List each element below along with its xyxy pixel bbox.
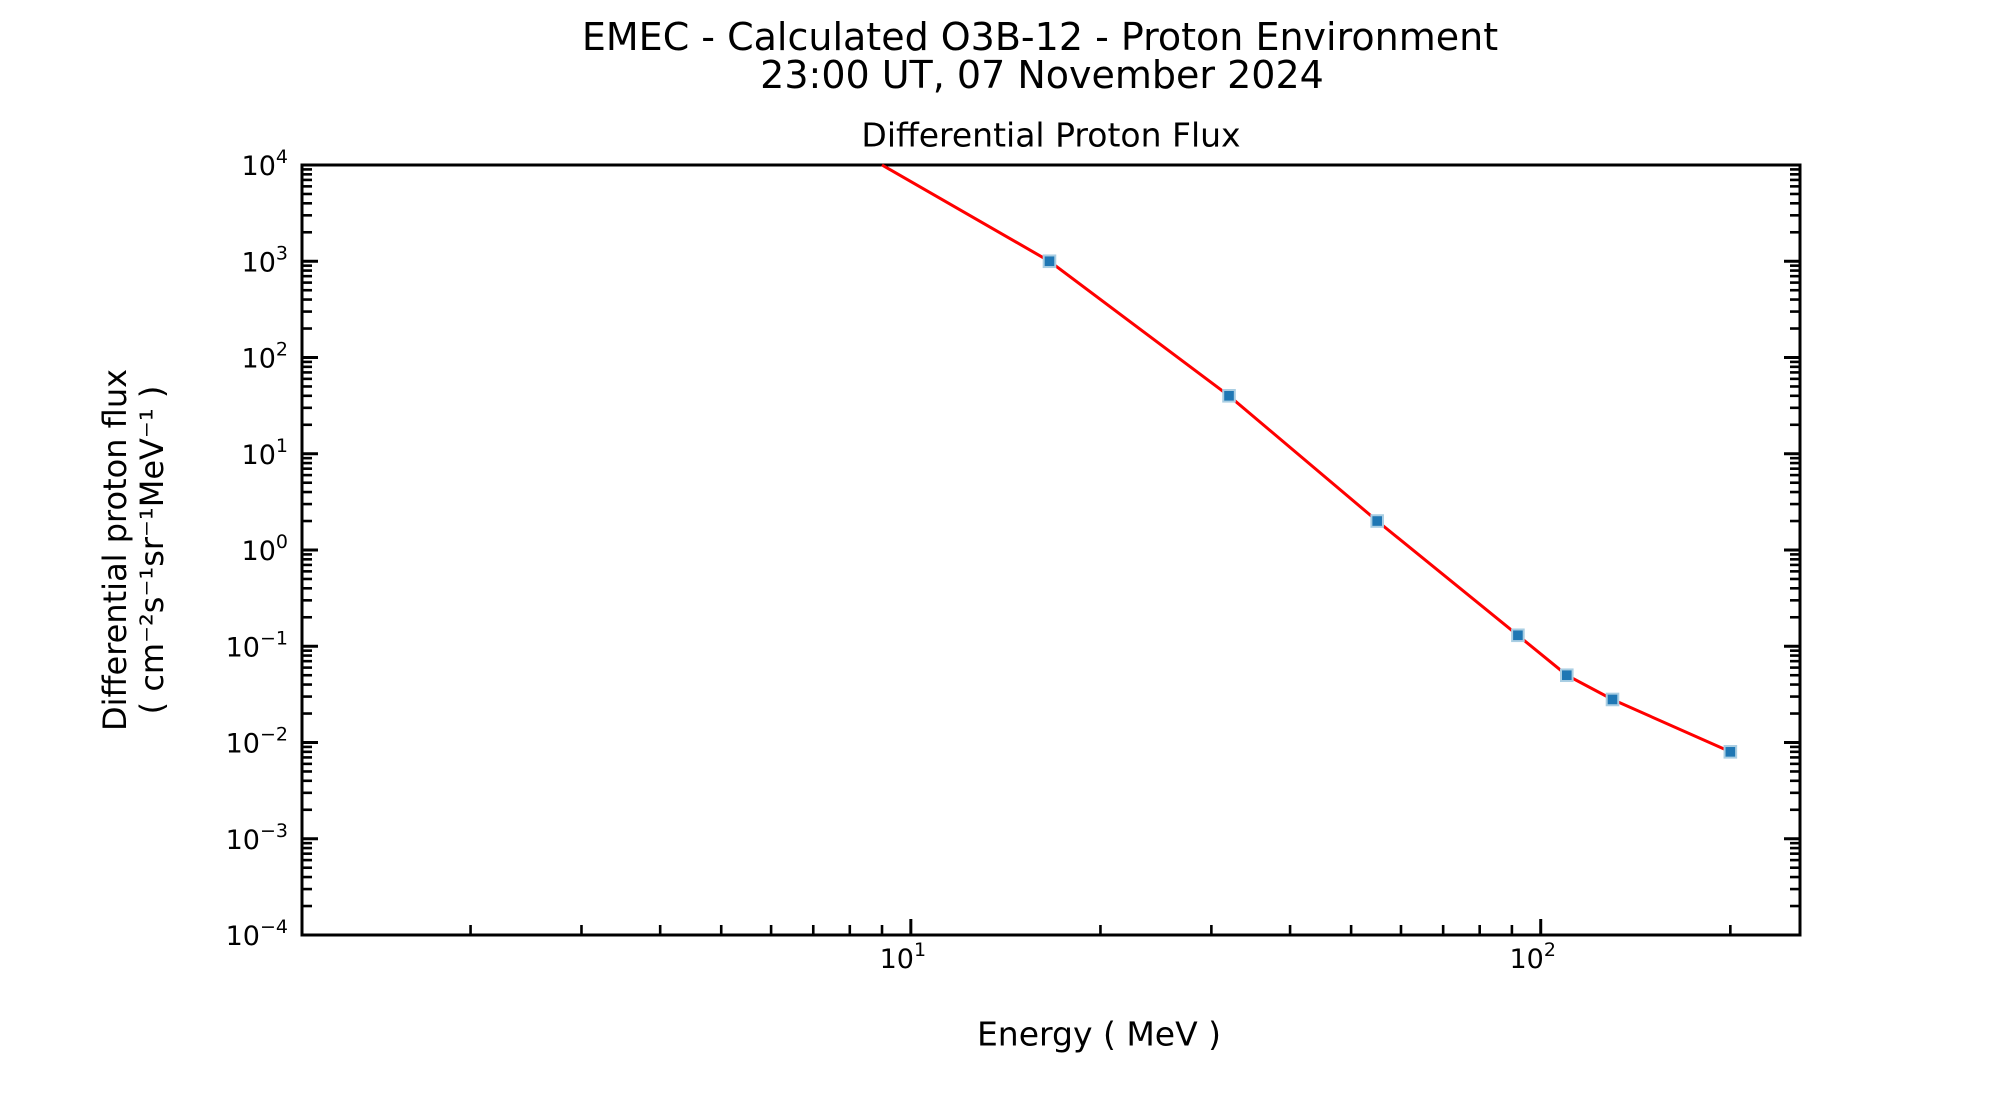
data-point-marker bbox=[1370, 514, 1384, 528]
y-axis-label-line1: Differential proton flux bbox=[96, 368, 134, 732]
x-tick-label: 101 bbox=[880, 939, 926, 975]
y-axis-label-line2: ( cm⁻²s⁻¹sr⁻¹MeV⁻¹ ) bbox=[133, 385, 171, 715]
data-point-marker bbox=[1605, 692, 1620, 707]
axes-title: Differential Proton Flux bbox=[861, 115, 1241, 155]
y-tick-label: 103 bbox=[242, 242, 288, 278]
data-point-marker bbox=[1222, 389, 1236, 403]
y-tick-label: 10−2 bbox=[226, 724, 288, 760]
axes-frame bbox=[300, 163, 1802, 937]
x-axis-label: Energy ( MeV ) bbox=[976, 1014, 1222, 1054]
x-tick-label: 102 bbox=[1509, 939, 1555, 975]
y-tick-label: 101 bbox=[242, 435, 288, 471]
y-tick-label: 100 bbox=[242, 531, 288, 567]
flux-line bbox=[881, 163, 1731, 754]
figure-title: EMEC - Calculated O3B-12 - Proton Enviro… bbox=[581, 15, 1499, 59]
y-tick-label: 10−4 bbox=[226, 916, 288, 952]
data-point-marker bbox=[1511, 628, 1525, 643]
y-axis-label: Differential proton flux ( cm⁻²s⁻¹sr⁻¹Me… bbox=[96, 368, 171, 732]
figure-subtitle: 23:00 UT, 07 November 2024 bbox=[760, 53, 1324, 97]
y-tick-label: 102 bbox=[242, 339, 288, 375]
y-tick-label: 10−3 bbox=[226, 820, 288, 856]
data-point-marker bbox=[1042, 254, 1057, 269]
data-point-marker bbox=[1559, 668, 1574, 683]
y-tick-label: 10−1 bbox=[226, 627, 288, 663]
y-tick-label: 104 bbox=[242, 146, 288, 182]
data-point-marker bbox=[1723, 745, 1738, 759]
